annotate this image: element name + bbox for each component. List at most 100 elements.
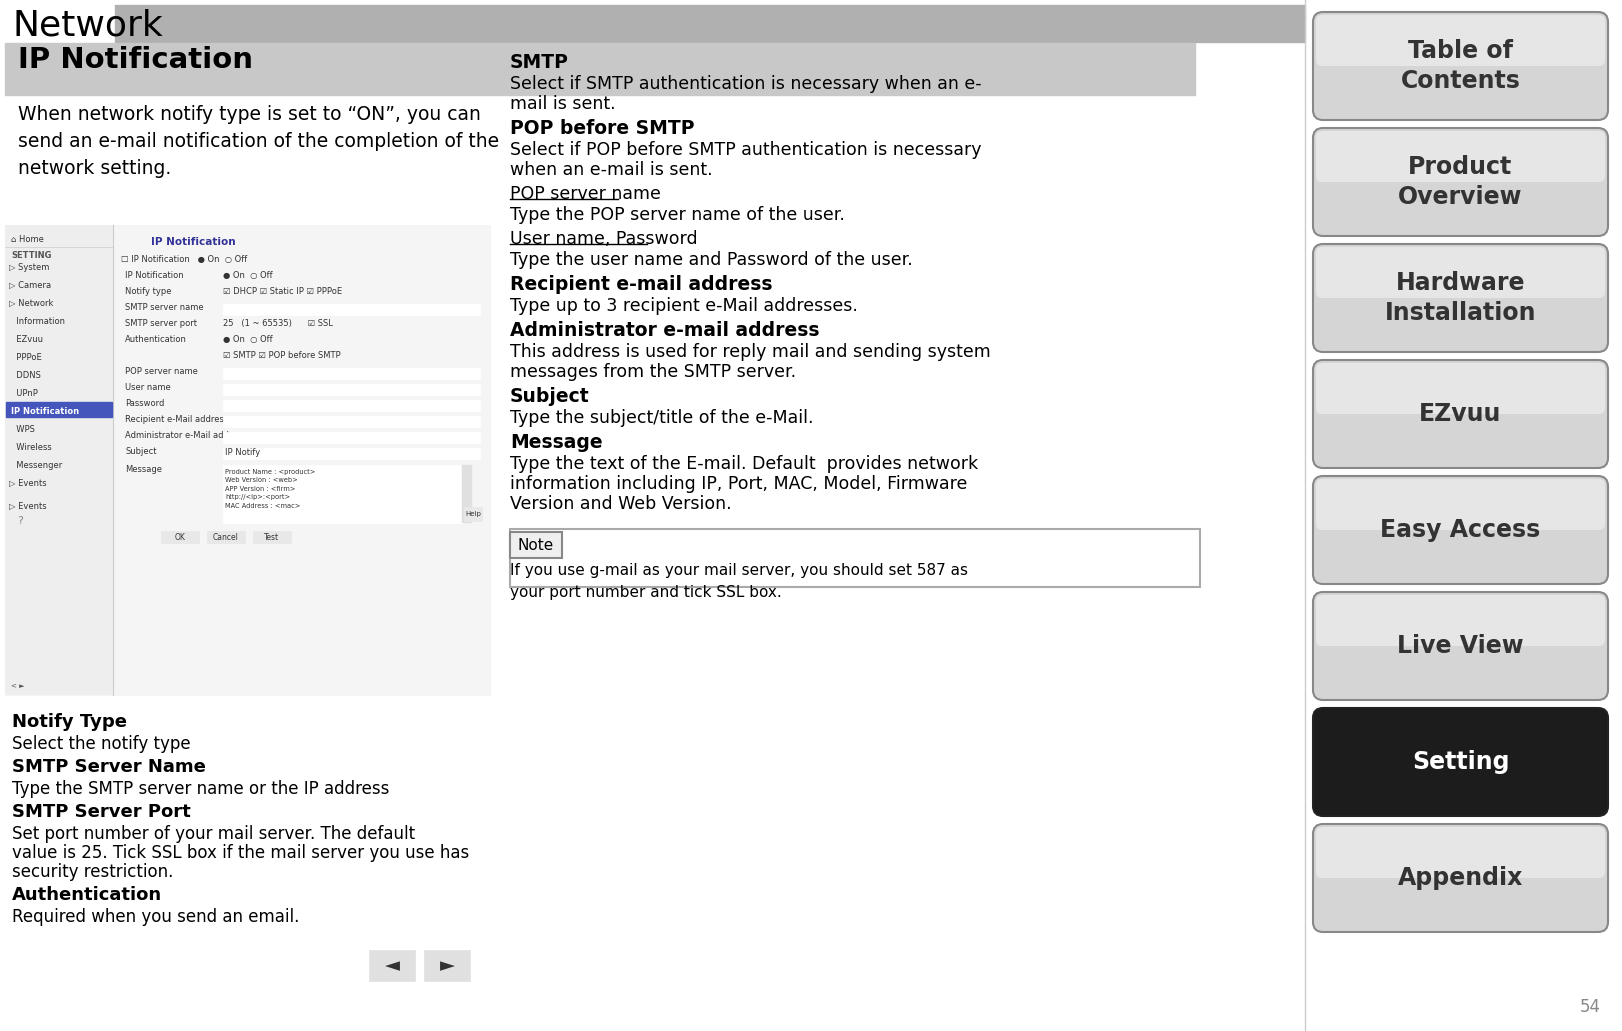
Text: POP server name: POP server name — [125, 367, 198, 376]
Text: Table of
Contents: Table of Contents — [1400, 39, 1520, 93]
Text: ⌂ Home: ⌂ Home — [11, 234, 44, 243]
Text: ▷ Camera: ▷ Camera — [10, 280, 52, 290]
Bar — [425, 951, 470, 982]
Bar — [462, 465, 472, 523]
Text: Message: Message — [509, 433, 603, 452]
Text: Product Name : <product>
Web Version : <web>
APP Version : <firm>
http://<ip>:<p: Product Name : <product> Web Version : <… — [225, 469, 315, 509]
Text: Select if POP before SMTP authentication is necessary: Select if POP before SMTP authentication… — [509, 141, 981, 159]
Text: ▷ Events: ▷ Events — [10, 478, 47, 488]
Text: Message: Message — [125, 465, 162, 474]
Text: UPnP: UPnP — [11, 389, 37, 398]
Text: Notify type: Notify type — [125, 287, 172, 296]
Bar — [5, 225, 114, 695]
Text: SMTP server name: SMTP server name — [125, 303, 204, 312]
FancyBboxPatch shape — [1315, 247, 1606, 298]
Text: ?: ? — [16, 516, 23, 526]
Text: SMTP Server Port: SMTP Server Port — [11, 803, 191, 821]
Bar — [115, 5, 1306, 42]
Text: IP Notification: IP Notification — [18, 46, 253, 74]
Bar — [6, 402, 112, 417]
Bar — [370, 951, 415, 982]
Text: 25   (1 ~ 65535)      ☑ SSL: 25 (1 ~ 65535) ☑ SSL — [222, 319, 333, 328]
Text: Help: Help — [466, 511, 482, 517]
Text: If you use g-mail as your mail server, you should set 587 as
your port number an: If you use g-mail as your mail server, y… — [509, 563, 968, 600]
Text: SMTP: SMTP — [509, 53, 569, 72]
Text: Cancel: Cancel — [212, 532, 238, 541]
Text: User name: User name — [125, 383, 170, 392]
Text: Network: Network — [11, 8, 162, 42]
Text: Administrator e-Mail address: Administrator e-Mail address — [125, 431, 247, 440]
Text: DDNS: DDNS — [11, 370, 41, 379]
Text: ▷ Events: ▷ Events — [10, 501, 47, 510]
Text: Type the text of the E-mail. Default  provides network: Type the text of the E-mail. Default pro… — [509, 455, 978, 473]
Text: EZvuu: EZvuu — [1419, 402, 1502, 426]
Bar — [464, 507, 482, 521]
Text: IP Notify: IP Notify — [225, 448, 260, 457]
Text: EZvuu: EZvuu — [11, 334, 44, 343]
FancyBboxPatch shape — [1312, 824, 1607, 932]
Text: PPPoE: PPPoE — [11, 353, 42, 362]
Bar — [509, 529, 1200, 587]
Text: Type the subject/title of the e-Mail.: Type the subject/title of the e-Mail. — [509, 409, 814, 427]
Bar — [222, 465, 464, 523]
Text: When network notify type is set to “ON”, you can
send an e-mail notification of : When network notify type is set to “ON”,… — [18, 105, 500, 178]
Text: ● On  ○ Off: ● On ○ Off — [222, 271, 272, 280]
Text: SMTP server port: SMTP server port — [125, 319, 196, 328]
Bar — [5, 225, 490, 695]
Text: OK: OK — [175, 532, 185, 541]
Text: ● On  ○ Off: ● On ○ Off — [222, 335, 272, 344]
Bar — [208, 531, 245, 543]
Text: SMTP Server Name: SMTP Server Name — [11, 758, 206, 776]
Text: Hardware
Installation: Hardware Installation — [1385, 271, 1536, 325]
Text: value is 25. Tick SSL box if the mail server you use has: value is 25. Tick SSL box if the mail se… — [11, 844, 469, 862]
FancyBboxPatch shape — [1315, 15, 1606, 66]
Bar — [222, 400, 480, 411]
Text: Setting: Setting — [1411, 750, 1508, 774]
Text: messages from the SMTP server.: messages from the SMTP server. — [509, 363, 796, 381]
Text: Product
Overview: Product Overview — [1398, 155, 1523, 209]
Text: Type up to 3 recipient e-Mail addresses.: Type up to 3 recipient e-Mail addresses. — [509, 297, 858, 315]
Text: WPS: WPS — [11, 425, 36, 433]
Text: Information: Information — [11, 317, 65, 326]
Text: Subject: Subject — [125, 447, 156, 456]
Text: < ►: < ► — [11, 683, 24, 689]
Bar — [222, 448, 480, 459]
FancyBboxPatch shape — [1312, 360, 1607, 468]
Text: when an e-mail is sent.: when an e-mail is sent. — [509, 161, 712, 179]
FancyBboxPatch shape — [1312, 128, 1607, 236]
Bar — [222, 368, 480, 379]
FancyBboxPatch shape — [1315, 827, 1606, 878]
Text: ►: ► — [440, 957, 454, 975]
Text: Password: Password — [125, 399, 164, 408]
FancyBboxPatch shape — [1315, 479, 1606, 530]
FancyBboxPatch shape — [1315, 131, 1606, 182]
Text: Notify Type: Notify Type — [11, 713, 127, 731]
Text: ☐ IP Notification   ● On  ○ Off: ☐ IP Notification ● On ○ Off — [122, 255, 247, 264]
Text: User name, Password: User name, Password — [509, 230, 697, 248]
Text: Administrator e-mail address: Administrator e-mail address — [509, 321, 819, 340]
Text: Subject: Subject — [509, 387, 590, 406]
Text: This address is used for reply mail and sending system: This address is used for reply mail and … — [509, 343, 991, 361]
Text: Appendix: Appendix — [1398, 866, 1523, 890]
Text: ◄: ◄ — [384, 957, 399, 975]
Text: security restriction.: security restriction. — [11, 863, 174, 882]
Text: ☑ SMTP ☑ POP before SMTP: ☑ SMTP ☑ POP before SMTP — [222, 351, 341, 360]
Text: Type the user name and Password of the user.: Type the user name and Password of the u… — [509, 251, 913, 269]
Text: Authentication: Authentication — [125, 335, 187, 344]
Text: Select the notify type: Select the notify type — [11, 735, 191, 753]
Text: Wireless: Wireless — [11, 442, 52, 452]
Text: Recipient e-Mail address: Recipient e-Mail address — [125, 415, 229, 424]
Text: Recipient e-mail address: Recipient e-mail address — [509, 275, 772, 294]
FancyBboxPatch shape — [1315, 363, 1606, 414]
Bar — [509, 532, 561, 558]
Text: ☑ DHCP ☑ Static IP ☑ PPPoE: ☑ DHCP ☑ Static IP ☑ PPPoE — [222, 287, 342, 296]
Bar — [222, 304, 480, 315]
Text: Live View: Live View — [1397, 634, 1523, 658]
Text: information including IP, Port, MAC, Model, Firmware: information including IP, Port, MAC, Mod… — [509, 475, 967, 493]
Text: Version and Web Version.: Version and Web Version. — [509, 495, 732, 513]
Text: Authentication: Authentication — [11, 886, 162, 904]
Bar — [222, 415, 480, 427]
Text: IP Notification: IP Notification — [125, 271, 183, 280]
Text: Messenger: Messenger — [11, 461, 62, 469]
FancyBboxPatch shape — [1315, 595, 1606, 646]
